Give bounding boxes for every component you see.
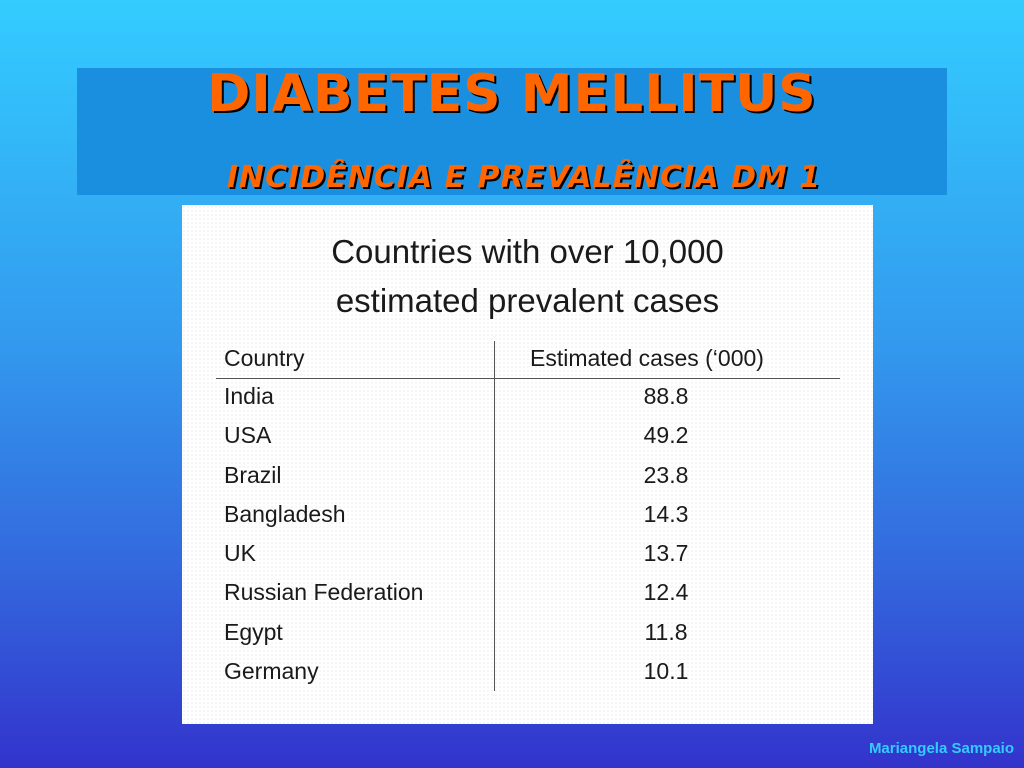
column-header-country: Country — [224, 345, 305, 371]
cell-cases: 13.7 — [643, 540, 689, 567]
table-row: UK 13.7 — [182, 540, 873, 579]
title-band — [77, 68, 947, 195]
cell-cases: 23.8 — [643, 461, 689, 488]
table-row: Brazil 23.8 — [182, 462, 873, 501]
table-card: Countries with over 10,000 estimated pre… — [182, 205, 873, 724]
table-title-line2: estimated prevalent cases — [335, 282, 720, 319]
header-divider — [216, 378, 840, 379]
cell-country: Egypt — [224, 618, 283, 645]
cell-cases: 49.2 — [643, 422, 689, 449]
table-body: India 88.8 USA 49.2 Brazil 23.8 Banglade… — [182, 383, 873, 697]
slide-subtitle: INCIDÊNCIA E PREVALÊNCIA DM 1 — [226, 160, 822, 195]
table-row: Egypt 11.8 — [182, 619, 873, 658]
cell-country: Russian Federation — [224, 579, 424, 606]
table-title: Countries with over 10,000 estimated pre… — [182, 227, 873, 325]
cell-cases: 12.4 — [643, 579, 689, 606]
cell-country: USA — [224, 422, 272, 449]
cell-cases: 11.8 — [644, 618, 688, 645]
cell-cases: 88.8 — [643, 383, 689, 409]
table-row: Russian Federation 12.4 — [182, 579, 873, 618]
cell-country: India — [224, 383, 274, 409]
cell-country: Bangladesh — [224, 500, 346, 527]
table-row: Germany 10.1 — [182, 658, 873, 697]
cell-country: Germany — [224, 658, 319, 685]
table-row: India 88.8 — [182, 383, 873, 422]
table-row: USA 49.2 — [182, 422, 873, 461]
author-footer: Mariangela Sampaio — [868, 740, 1014, 757]
column-divider — [494, 341, 495, 691]
cell-country: Brazil — [224, 461, 282, 488]
table-row: Bangladesh 14.3 — [182, 501, 873, 540]
cell-country: UK — [224, 540, 256, 567]
column-header-cases: Estimated cases (‘000) — [530, 345, 764, 371]
table-header: Country Estimated cases (‘000) — [182, 345, 873, 379]
table-title-line1: Countries with over 10,000 — [331, 233, 724, 270]
slide-title: DIABETES MELLITUS — [207, 64, 817, 124]
cell-cases: 10.1 — [643, 658, 689, 685]
cell-cases: 14.3 — [643, 500, 689, 527]
